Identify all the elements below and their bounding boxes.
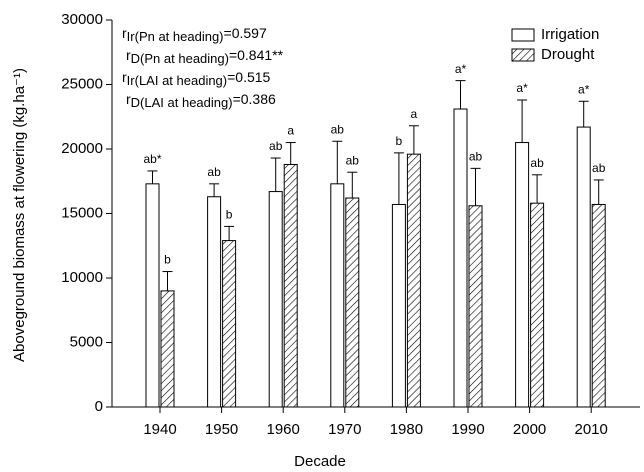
significance-label: b	[164, 253, 171, 267]
bar	[268, 191, 283, 408]
significance-label: a	[287, 124, 294, 138]
significance-label: b	[396, 134, 403, 148]
annotation: rD(Pn at heading)=0.841**	[126, 47, 284, 67]
significance-label: ab	[530, 156, 544, 170]
error-bar	[285, 142, 296, 165]
significance-label: ab	[592, 161, 606, 175]
annotation-symbol: r	[126, 47, 131, 63]
bar	[453, 108, 468, 408]
annotation-value: =0.515	[227, 69, 270, 85]
error-bar	[517, 99, 528, 143]
significance-label: a	[411, 107, 418, 121]
error-bar	[408, 125, 419, 155]
annotation-subscript: Ir(LAI at heading)	[127, 73, 227, 88]
annotation-value: =0.841**	[229, 47, 284, 63]
annotation: rD(LAI at heading)=0.386	[126, 91, 276, 111]
bar	[391, 203, 406, 408]
significance-label: ab	[346, 153, 360, 167]
annotation-subscript: Ir(Pn at heading)	[127, 29, 224, 44]
bar	[591, 203, 606, 408]
significance-label: b	[226, 208, 233, 222]
error-bar	[162, 271, 173, 291]
annotation-value: =0.597	[224, 25, 267, 41]
bar	[576, 126, 591, 408]
error-bar	[393, 152, 404, 205]
bar	[145, 183, 160, 408]
annotation: rIr(Pn at heading)=0.597	[122, 25, 267, 45]
annotation-symbol: r	[122, 69, 127, 85]
bar	[283, 163, 298, 408]
significance-label: a*	[578, 82, 590, 96]
error-bar	[455, 80, 466, 110]
x-axis-title: Decade	[294, 453, 346, 470]
x-tick-label: 1970	[328, 421, 361, 438]
annotation-symbol: r	[126, 91, 131, 107]
error-bar	[147, 170, 158, 184]
bar	[406, 153, 421, 408]
bar	[345, 197, 360, 408]
y-tick-label: 0	[95, 398, 103, 415]
error-bar	[347, 171, 358, 199]
significance-label: ab	[207, 165, 221, 179]
legend-swatch	[511, 28, 535, 42]
error-bar	[332, 140, 343, 184]
y-tick-label: 25000	[61, 75, 103, 92]
bar	[530, 202, 545, 408]
x-tick-label: 1980	[390, 421, 423, 438]
error-bar	[270, 157, 281, 192]
bar	[222, 240, 237, 408]
annotation-subscript: D(LAI at heading)	[131, 95, 233, 110]
significance-label: ab	[331, 122, 345, 136]
x-tick-label: 1950	[205, 421, 238, 438]
bar	[468, 205, 483, 408]
annotation-subscript: D(Pn at heading)	[131, 51, 229, 66]
y-tick-label: 5000	[70, 333, 103, 350]
y-tick-label: 10000	[61, 269, 103, 286]
legend-label: Irrigation	[541, 26, 599, 43]
annotation: rIr(LAI at heading)=0.515	[122, 69, 271, 89]
significance-label: ab	[269, 139, 283, 153]
significance-label: ab	[469, 150, 483, 164]
error-bar	[578, 100, 589, 128]
x-tick-label: 2000	[513, 421, 546, 438]
annotation-symbol: r	[122, 25, 127, 41]
legend-swatch	[511, 48, 535, 62]
x-tick-label: 1940	[143, 421, 176, 438]
error-bar	[224, 225, 235, 241]
annotation-value: =0.386	[233, 91, 276, 107]
x-tick-label: 1960	[267, 421, 300, 438]
bar	[160, 290, 175, 408]
y-tick-label: 15000	[61, 204, 103, 221]
significance-label: a*	[455, 62, 467, 76]
significance-label: ab*	[143, 152, 161, 166]
significance-label: a*	[516, 81, 528, 95]
error-bar	[593, 179, 604, 205]
legend-label: Drought	[541, 46, 595, 63]
bar	[207, 196, 222, 408]
y-tick-label: 30000	[61, 11, 103, 28]
x-tick-label: 2010	[575, 421, 608, 438]
error-bar	[532, 174, 543, 204]
x-tick-label: 1990	[451, 421, 484, 438]
bar	[515, 142, 530, 408]
error-bar	[470, 167, 481, 206]
bar	[330, 183, 345, 408]
error-bar	[209, 183, 220, 197]
y-tick-label: 20000	[61, 140, 103, 157]
y-axis-title: Aboveground biomass at flowering (kg.ha⁻…	[11, 68, 28, 362]
